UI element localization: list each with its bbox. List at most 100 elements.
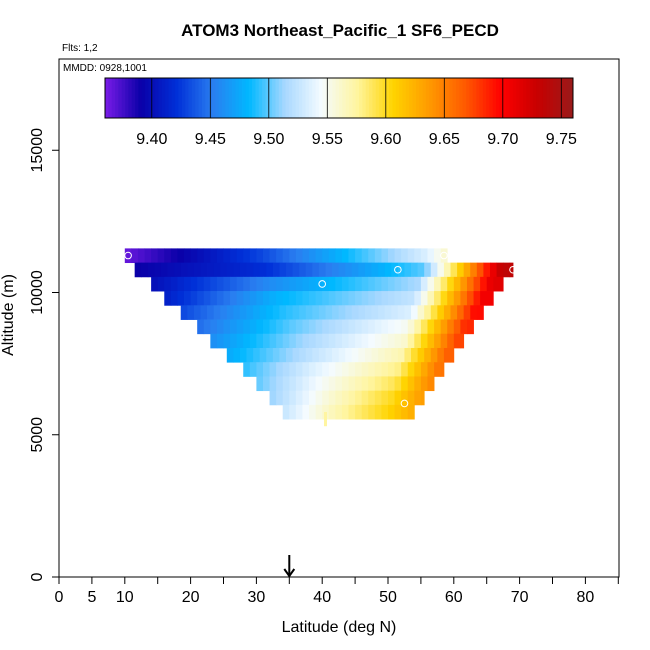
heatmap-cell xyxy=(151,248,159,264)
colorbar-segment xyxy=(298,78,303,118)
colorbar-segment xyxy=(145,78,149,118)
colorbar-segment xyxy=(222,78,226,118)
heatmap-cell xyxy=(394,319,402,335)
heatmap-cell xyxy=(256,362,264,377)
colorbar-segment xyxy=(195,78,199,118)
heatmap-cell xyxy=(355,390,363,406)
heatmap-cell xyxy=(371,262,379,278)
y-axis: 0 5000 10000 15000 xyxy=(29,128,59,581)
heatmap-cell xyxy=(401,362,409,377)
heatmap-cell xyxy=(384,347,392,363)
heatmap-cell xyxy=(368,333,376,349)
colorbar-segment xyxy=(489,78,494,118)
heatmap-cell xyxy=(463,305,471,320)
colorbar-segment xyxy=(265,78,270,118)
heatmap-cell xyxy=(141,262,149,278)
heatmap-cell xyxy=(269,319,277,335)
colorbar-segment xyxy=(105,78,109,118)
colorbar-segment xyxy=(201,78,206,118)
heatmap-cell xyxy=(335,319,343,335)
heatmap-cell xyxy=(348,291,356,306)
heatmap-cell xyxy=(328,404,336,420)
heatmap-cell xyxy=(466,276,474,292)
heatmap-cell xyxy=(361,390,369,406)
heatmap-cell xyxy=(131,248,139,264)
heatmap-cell xyxy=(256,333,264,349)
heatmap-cell xyxy=(269,248,277,264)
heatmap-cell xyxy=(404,347,412,363)
heatmap-cell xyxy=(262,276,270,292)
heatmap-cell xyxy=(440,291,448,306)
heatmap-cell xyxy=(341,390,349,406)
heatmap-cell xyxy=(315,319,323,335)
heatmap-cell xyxy=(276,362,284,377)
heatmap-cell xyxy=(151,276,159,292)
colorbar-segment xyxy=(402,78,407,118)
colorbar-segment xyxy=(292,78,296,118)
heatmap-cell xyxy=(236,319,244,335)
colorbar-segment xyxy=(339,78,343,118)
colorbar-segment xyxy=(409,78,413,118)
heatmap-cell xyxy=(315,404,323,420)
heatmap-cell xyxy=(243,362,251,377)
heatmap-cell xyxy=(355,319,363,335)
heatmap-cell xyxy=(348,390,356,406)
heatmap-cell xyxy=(417,305,425,320)
colorbar-segment xyxy=(532,78,537,118)
colorbar-segment xyxy=(151,78,156,118)
colorbar-segment xyxy=(285,78,290,118)
colorbar-segment xyxy=(322,78,327,118)
heatmap-thin-column xyxy=(323,411,327,427)
heatmap-cell xyxy=(335,248,343,264)
heatmap-cell xyxy=(391,347,399,363)
heatmap-cell xyxy=(239,347,247,363)
heatmap-cell xyxy=(335,276,343,292)
heatmap-cell xyxy=(368,291,376,306)
colorbar-segment xyxy=(125,78,129,118)
heatmap-cell xyxy=(302,376,310,392)
heatmap-cell xyxy=(427,276,435,292)
heatmap-cell xyxy=(325,347,333,363)
heatmap-cell xyxy=(493,276,501,292)
colorbar-segment xyxy=(519,78,524,118)
heatmap-cell xyxy=(453,319,461,335)
heatmap-cell xyxy=(420,390,425,406)
heatmap-cell xyxy=(269,291,277,306)
colorbar-segment xyxy=(355,78,360,118)
heatmap-cell xyxy=(381,390,389,406)
heatmap-cell xyxy=(473,291,481,306)
colorbar-segment xyxy=(312,78,316,118)
heatmap-cell xyxy=(309,404,317,420)
heatmap-cell xyxy=(315,333,323,349)
heatmap-cell xyxy=(388,291,395,306)
colorbar-segment xyxy=(486,78,490,118)
heatmap-cell xyxy=(355,376,363,392)
latitude-arrow-marker xyxy=(283,555,296,578)
heatmap-cell xyxy=(289,376,297,392)
heatmap-cell xyxy=(223,319,231,335)
colorbar-segment xyxy=(258,78,263,118)
heatmap-cell xyxy=(374,276,382,292)
heatmap-cell xyxy=(361,319,369,335)
heatmap-cell xyxy=(302,319,310,335)
heatmap-cell xyxy=(397,347,405,363)
colorbar-segment xyxy=(432,78,437,118)
heatmap-cell xyxy=(364,262,372,278)
heatmap-cell xyxy=(256,276,264,292)
heatmap-cell xyxy=(134,262,142,278)
heatmap-cell xyxy=(312,262,320,278)
heatmap-cell xyxy=(325,305,333,320)
heatmap-cell xyxy=(401,376,409,392)
heatmap-cell xyxy=(381,376,389,392)
colorbar-segment xyxy=(439,78,444,118)
heatmap-cell xyxy=(351,262,359,278)
heatmap-cell xyxy=(292,262,300,278)
colorbar-segment xyxy=(328,78,333,118)
heatmap-cell xyxy=(318,262,326,278)
heatmap-cell xyxy=(282,362,290,377)
heatmap-cell xyxy=(361,276,369,292)
heatmap-cell xyxy=(480,276,488,292)
heatmap-cell xyxy=(210,291,218,306)
heatmap-cell xyxy=(213,262,221,278)
heatmap-cell xyxy=(332,347,340,363)
